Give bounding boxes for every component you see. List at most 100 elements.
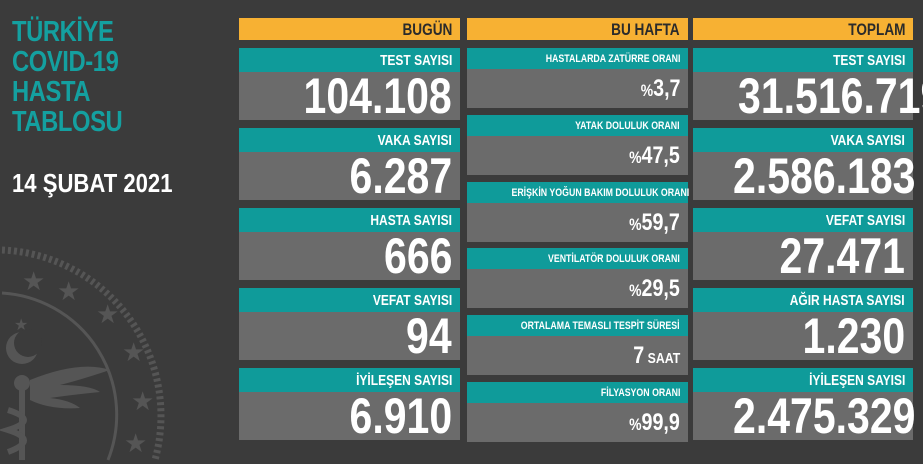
svg-text:★: ★ <box>122 337 145 367</box>
stat-value-group: 27.471 <box>779 228 905 284</box>
stat-label: VEFAT SAYISI <box>239 288 460 312</box>
svg-text:★: ★ <box>96 299 119 329</box>
stat-value: 104.108 <box>239 68 460 124</box>
stat-card: İYİLEŞEN SAYISI 6.910 <box>239 368 460 444</box>
stat-value-text: 666 <box>383 228 452 284</box>
stat-label: FİLYASYON ORANI <box>467 382 688 403</box>
stat-label: YATAK DOLULUK ORANI <box>467 115 688 136</box>
stat-label-text: VAKA SAYISI <box>830 132 905 149</box>
stat-card: YATAK DOLULUK ORANI %47,5 <box>467 115 688 175</box>
page-title: TÜRKİYE COVID-19 HASTA TABLOSU <box>12 16 123 137</box>
stat-value-group: %29,5 <box>629 269 680 311</box>
stat-value: %3,7 <box>467 69 688 108</box>
stat-value: %99,9 <box>467 403 688 442</box>
stat-value: %29,5 <box>467 269 688 308</box>
stat-card: VEFAT SAYISI 27.471 <box>693 208 913 284</box>
svg-text:★: ★ <box>57 276 80 306</box>
percent-sign: % <box>629 148 642 167</box>
title-line: HASTA <box>12 76 91 108</box>
title-line: TÜRKİYE <box>12 16 114 48</box>
stat-value-group: 1.230 <box>802 308 905 364</box>
stat-value: %59,7 <box>467 203 688 242</box>
stat-value-text: 47,5 <box>641 142 680 169</box>
stat-value-text: 2.475.329 <box>733 388 916 444</box>
stat-label-text: YATAK DOLULUK ORANI <box>575 120 680 132</box>
stat-card: VEFAT SAYISI 94 <box>239 288 460 364</box>
stat-value: 2.475.329 <box>693 388 916 444</box>
stat-card: VENTİLATÖR DOLULUK ORANI %29,5 <box>467 248 688 308</box>
stat-value-group: %47,5 <box>629 136 680 178</box>
column-header: TOPLAM <box>693 18 913 40</box>
report-date: 14 ŞUBAT 2021 <box>12 168 173 198</box>
stat-value-group: 666 <box>383 228 452 284</box>
stat-card: VAKA SAYISI 6.287 <box>239 128 460 204</box>
stat-label-text: İYİLEŞEN SAYISI <box>808 372 905 389</box>
stat-value-text: 2.586.183 <box>733 148 916 204</box>
stat-label-text: ORTALAMA TEMASLI TESPİT SÜRESİ <box>521 320 680 332</box>
stat-label-text: HASTALARDA ZATÜRRE ORANI <box>545 53 680 65</box>
stat-value: 6.287 <box>239 148 460 204</box>
stat-label-text: HASTA SAYISI <box>370 212 452 229</box>
stat-value-text: 6.287 <box>349 148 452 204</box>
title-line: COVID-19 <box>12 46 119 78</box>
stat-value-group: 6.910 <box>349 388 452 444</box>
svg-text:★: ★ <box>22 266 45 296</box>
stat-value-text: 99,9 <box>641 409 680 436</box>
stat-value-text: 104.108 <box>303 68 452 124</box>
stat-value-group: 2.475.329 <box>733 388 916 444</box>
stat-value-group: %99,9 <box>629 403 680 445</box>
stat-label-text: VEFAT SAYISI <box>372 292 452 309</box>
stat-value-text: 59,7 <box>641 209 680 236</box>
column-header-label: BU HAFTA <box>611 20 681 39</box>
svg-text:★: ★ <box>131 386 154 416</box>
percent-sign: % <box>640 81 653 100</box>
stat-card: TEST SAYISI 104.108 <box>239 48 460 124</box>
ministry-emblem-icon: ★ ★ ★ ★ ★ ★ ★ <box>0 246 165 461</box>
stat-value-group: 31.516.719 <box>738 68 923 124</box>
column-header: BU HAFTA <box>467 18 688 40</box>
percent-sign: % <box>629 215 642 234</box>
stat-value-text: 6.910 <box>349 388 452 444</box>
stat-value-group: 2.586.183 <box>733 148 916 204</box>
stat-card: FİLYASYON ORANI %99,9 <box>467 382 688 442</box>
stat-value-text: 3,7 <box>652 75 680 102</box>
stat-value-text: 29,5 <box>641 275 680 302</box>
stat-value: 94 <box>239 308 460 364</box>
stat-label: TEST SAYISI <box>693 48 913 72</box>
stat-label: VAKA SAYISI <box>239 128 460 152</box>
week-column: BU HAFTA HASTALARDA ZATÜRRE ORANI %3,7 Y… <box>467 18 690 442</box>
stat-value-text: 94 <box>406 308 452 364</box>
today-column: BUGÜN TEST SAYISI 104.108 VAKA SAYISI 6.… <box>239 18 460 442</box>
stat-label-text: VEFAT SAYISI <box>825 212 905 229</box>
stat-value-text: 31.516.719 <box>738 68 923 124</box>
stat-value-group: %59,7 <box>629 203 680 245</box>
stat-value-text: 7 <box>633 342 645 369</box>
stat-value-group: 7 SAAT <box>633 336 680 379</box>
stat-value-text: 27.471 <box>779 228 905 284</box>
stat-label: ERİŞKİN YOĞUN BAKIM DOLULUK ORANI <box>467 182 690 203</box>
stat-value-text: 1.230 <box>802 308 905 364</box>
column-header: BUGÜN <box>239 18 460 40</box>
stat-label: VEFAT SAYISI <box>693 208 913 232</box>
stat-value-group: %3,7 <box>640 69 680 111</box>
stat-value: 7 SAAT <box>467 336 688 375</box>
stat-label: İYİLEŞEN SAYISI <box>693 368 913 392</box>
stat-card: İYİLEŞEN SAYISI 2.475.329 <box>693 368 916 444</box>
stat-card: ORTALAMA TEMASLI TESPİT SÜRESİ 7 SAAT <box>467 315 688 375</box>
stat-value-group: 6.287 <box>349 148 452 204</box>
stat-value-group: 94 <box>406 308 452 364</box>
stat-label-text: FİLYASYON ORANI <box>600 387 680 399</box>
stat-label: HASTA SAYISI <box>239 208 460 232</box>
column-header-label: BUGÜN <box>402 20 452 39</box>
stat-card: AĞIR HASTA SAYISI 1.230 <box>693 288 913 364</box>
stat-value: 1.230 <box>693 308 913 364</box>
stat-label-text: TEST SAYISI <box>379 52 452 69</box>
stat-value: 666 <box>239 228 460 284</box>
stat-label: ORTALAMA TEMASLI TESPİT SÜRESİ <box>467 315 688 336</box>
stat-value: 2.586.183 <box>693 148 916 204</box>
stat-label: İYİLEŞEN SAYISI <box>239 368 460 392</box>
stat-label: AĞIR HASTA SAYISI <box>693 288 913 312</box>
stat-label-text: ERİŞKİN YOĞUN BAKIM DOLULUK ORANI <box>511 187 690 199</box>
percent-sign: % <box>629 281 642 300</box>
stat-value: 6.910 <box>239 388 460 444</box>
